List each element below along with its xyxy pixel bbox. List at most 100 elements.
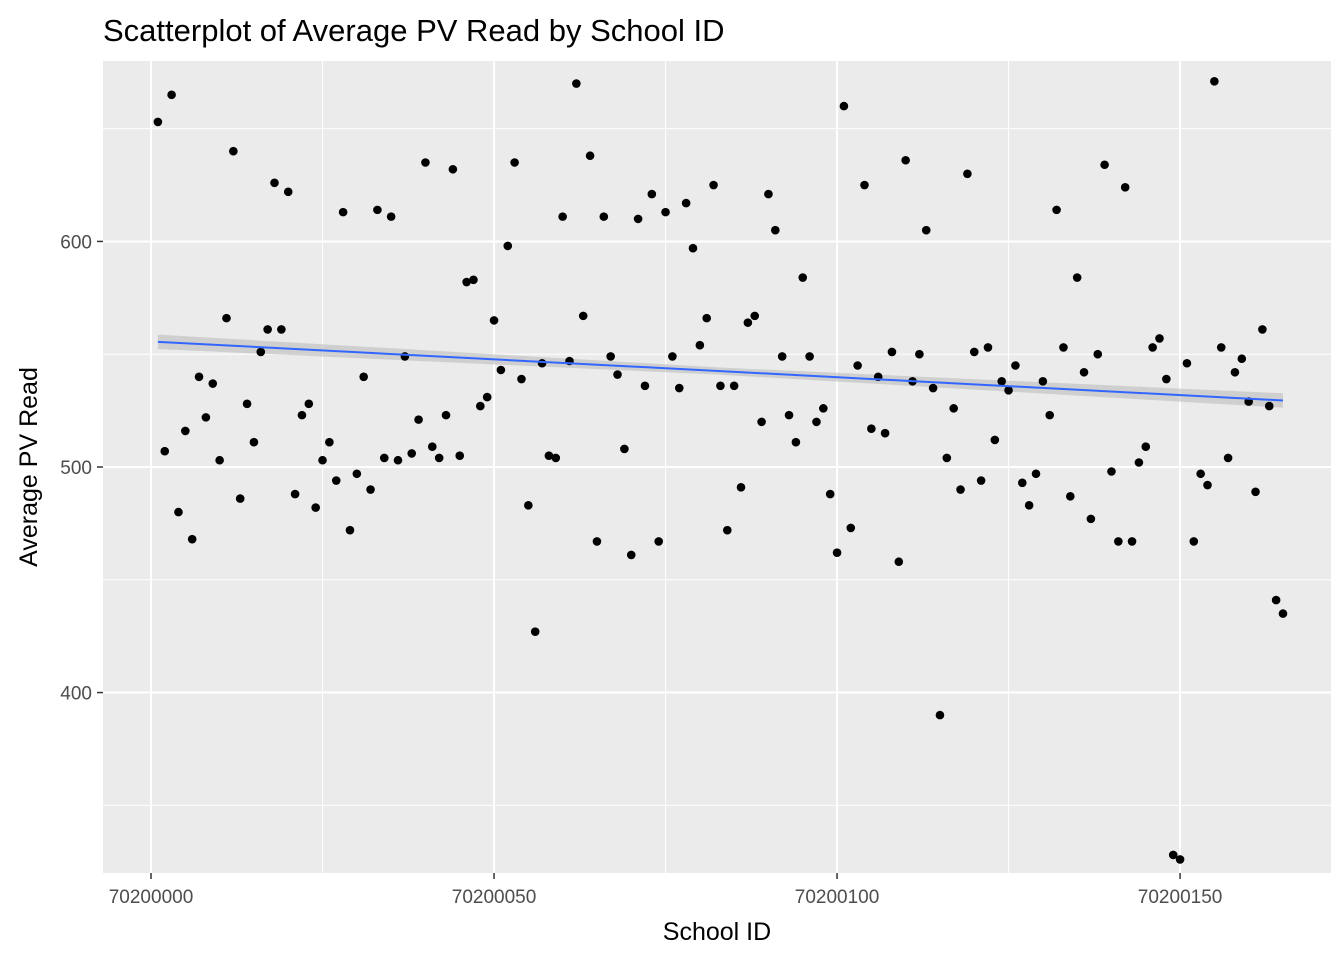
data-point bbox=[1011, 361, 1020, 370]
data-point bbox=[935, 710, 945, 720]
data-point bbox=[791, 437, 801, 447]
data-point bbox=[1134, 458, 1144, 467]
data-point bbox=[1175, 855, 1185, 864]
data-point bbox=[695, 340, 705, 350]
data-point bbox=[1162, 374, 1171, 384]
data-point bbox=[476, 401, 485, 411]
data-point bbox=[674, 383, 684, 393]
data-point bbox=[181, 426, 190, 436]
data-point bbox=[249, 437, 259, 447]
data-point bbox=[1114, 537, 1123, 546]
data-point bbox=[736, 483, 746, 492]
data-point bbox=[942, 453, 952, 463]
data-point bbox=[551, 453, 561, 463]
data-point bbox=[880, 428, 890, 438]
data-point bbox=[1258, 325, 1267, 334]
data-point bbox=[668, 352, 677, 361]
data-point bbox=[201, 413, 211, 422]
data-point bbox=[853, 361, 862, 370]
data-point bbox=[1038, 376, 1048, 386]
data-point bbox=[242, 399, 252, 409]
data-point bbox=[524, 501, 533, 510]
data-point bbox=[1223, 453, 1233, 463]
data-point bbox=[1278, 609, 1288, 618]
data-point bbox=[1072, 273, 1082, 282]
data-point bbox=[1052, 205, 1061, 215]
data-point bbox=[510, 158, 519, 167]
trend-line bbox=[157, 340, 1284, 402]
data-point bbox=[1079, 367, 1089, 377]
data-point bbox=[153, 117, 163, 127]
data-point bbox=[750, 311, 760, 321]
data-point bbox=[585, 151, 595, 161]
data-point bbox=[325, 437, 334, 447]
data-point bbox=[887, 347, 897, 357]
data-point bbox=[167, 90, 176, 100]
data-point bbox=[825, 489, 835, 499]
data-point bbox=[215, 455, 224, 465]
data-point bbox=[222, 313, 231, 323]
data-point bbox=[503, 241, 513, 251]
data-point bbox=[867, 424, 876, 433]
data-point bbox=[1120, 183, 1130, 192]
chart-title: Scatterplot of Average PV Read by School… bbox=[103, 13, 725, 48]
data-point bbox=[1264, 401, 1274, 411]
data-point bbox=[1216, 343, 1226, 352]
data-point bbox=[709, 180, 718, 190]
data-point bbox=[1182, 358, 1192, 368]
data-point bbox=[777, 352, 787, 361]
data-point bbox=[544, 451, 554, 461]
data-point bbox=[194, 372, 204, 382]
y-tick-label: 600 bbox=[60, 232, 92, 253]
data-point bbox=[338, 207, 348, 217]
data-point bbox=[784, 410, 794, 420]
data-point bbox=[1059, 343, 1068, 352]
data-point bbox=[318, 455, 327, 465]
data-point bbox=[633, 214, 643, 224]
data-point bbox=[1189, 537, 1199, 546]
data-point bbox=[400, 352, 410, 361]
data-point bbox=[1168, 850, 1178, 860]
data-point bbox=[297, 410, 307, 420]
data-point bbox=[1017, 478, 1027, 488]
data-point bbox=[352, 469, 362, 479]
x-tick-label: 70200100 bbox=[795, 887, 880, 908]
data-point bbox=[304, 399, 314, 409]
data-point bbox=[256, 347, 266, 357]
data-point bbox=[606, 352, 615, 361]
data-point bbox=[434, 453, 444, 463]
data-point bbox=[489, 316, 499, 325]
data-point bbox=[290, 489, 300, 499]
data-point bbox=[441, 410, 451, 420]
data-point bbox=[1155, 334, 1164, 343]
x-tick-label: 70200000 bbox=[109, 887, 194, 908]
data-point bbox=[469, 275, 478, 285]
data-point bbox=[990, 435, 1000, 445]
data-point bbox=[572, 79, 581, 88]
data-point bbox=[894, 557, 904, 567]
data-point bbox=[208, 379, 218, 388]
data-point bbox=[366, 485, 375, 494]
data-point bbox=[681, 198, 691, 208]
data-point bbox=[620, 444, 629, 454]
data-point bbox=[688, 243, 698, 253]
data-point bbox=[1093, 349, 1103, 359]
data-point bbox=[1107, 467, 1116, 476]
data-point bbox=[1203, 480, 1212, 490]
data-point bbox=[427, 442, 437, 452]
data-point bbox=[949, 404, 958, 413]
data-point bbox=[963, 169, 972, 179]
data-point bbox=[421, 158, 430, 167]
data-point bbox=[1196, 469, 1205, 479]
data-point bbox=[235, 494, 245, 503]
data-point bbox=[592, 537, 602, 546]
data-point bbox=[640, 381, 650, 391]
data-point bbox=[578, 311, 588, 321]
data-point bbox=[956, 485, 965, 494]
data-point bbox=[1251, 487, 1260, 497]
data-point bbox=[537, 358, 547, 368]
data-point bbox=[743, 318, 753, 327]
data-point bbox=[270, 178, 279, 188]
data-point bbox=[798, 273, 808, 282]
